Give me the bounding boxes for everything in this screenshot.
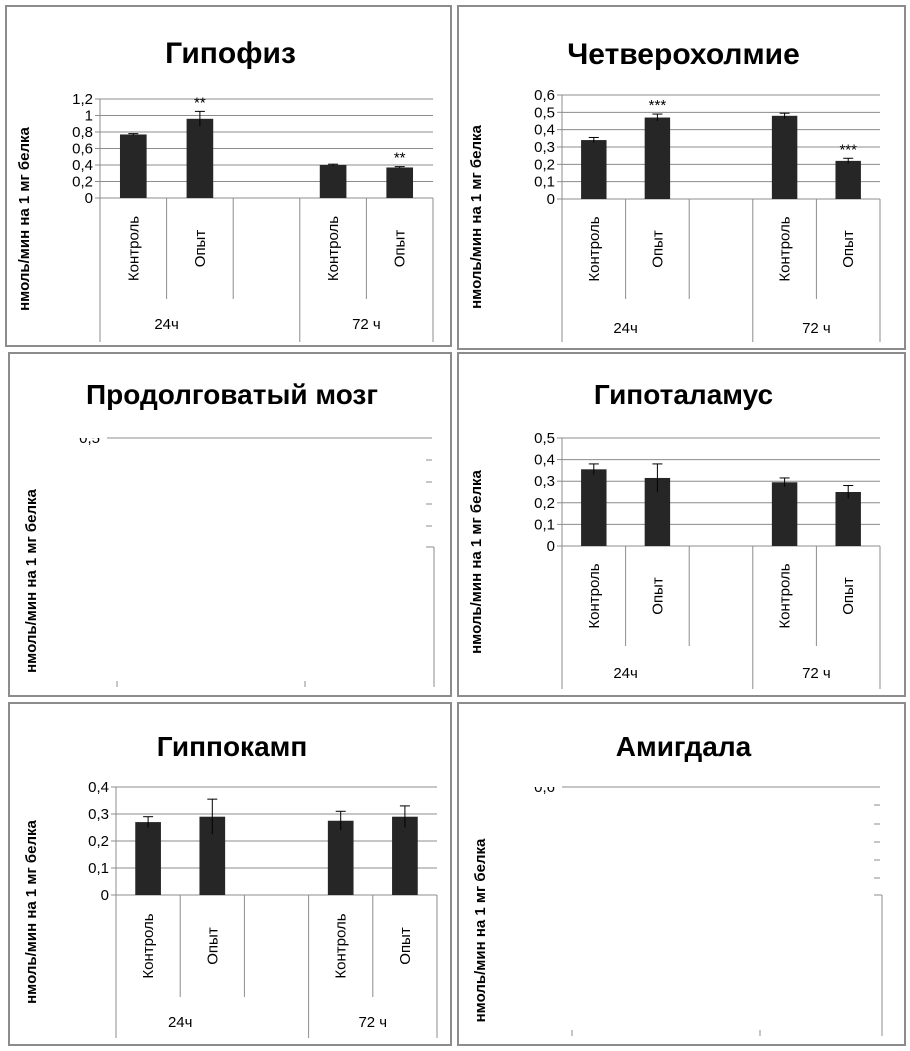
chart-title: Продолговатый мозг (86, 379, 378, 410)
x-group-label: 72 ч (352, 316, 381, 333)
x-category-label: Контроль (325, 216, 342, 281)
x-category-label: Опыт (649, 577, 666, 615)
chart-panel-chetverokholmie: Четверохолмие нмоль/мин на 1 мг белка 0 0,1… (457, 5, 906, 350)
y-tick-label: 0,1 (534, 516, 555, 533)
y-tick-label: 0,4 (534, 122, 555, 139)
y-tick-label: 0 (547, 191, 555, 208)
y-tick-label: 0,5 (79, 430, 100, 447)
chart-title: Амигдала (616, 731, 752, 762)
chart-panel-gippokamp: Гиппокамп нмоль/мин на 1 мг белка 0 0,1 0,2 0… (8, 702, 452, 1046)
y-tick-label: 0,4 (534, 452, 555, 469)
bar (771, 482, 798, 546)
chart-svg: Гипофиз нмоль/мин на 1 мг белка 00,20,40,6… (16, 37, 434, 342)
x-category-label: Контроль (140, 913, 157, 978)
y-tick-label: 0,6 (534, 779, 555, 796)
x-group-label: 24ч (613, 320, 638, 337)
x-group-label: 24ч (154, 316, 179, 333)
x-category-label: Контроль (333, 913, 350, 978)
y-tick-label: 0,6 (72, 141, 93, 158)
x-category-label: Опыт (204, 927, 221, 965)
y-tick-label: 0,1 (88, 860, 109, 877)
y-tick-label: 0,1 (534, 174, 555, 191)
y-axis-label: нмоль/мин на 1 мг белка (23, 819, 40, 1003)
y-tick-label: 0,3 (534, 473, 555, 490)
y-tick-label: 0,6 (534, 87, 555, 104)
significance-label: *** (649, 97, 667, 114)
y-tick-label: 0,5 (534, 104, 555, 121)
y-tick-label: 0,2 (534, 156, 555, 173)
x-group-label: 72 ч (802, 320, 831, 337)
y-axis-label: нмоль/мин на 1 мг белка (472, 838, 489, 1022)
x-group-label: 72 ч (802, 665, 831, 682)
y-tick-label: 0,4 (88, 779, 109, 796)
x-category-label: Опыт (192, 230, 209, 268)
y-axis-label: нмоль/мин на 1 мг белка (468, 469, 485, 653)
bar (771, 115, 798, 199)
bar (119, 134, 147, 198)
chart-title: Четверохолмие (567, 38, 800, 71)
x-category-label: Опыт (840, 230, 857, 268)
x-category-label: Опыт (840, 577, 857, 615)
y-axis-label: нмоль/мин на 1 мг белка (23, 488, 40, 672)
x-category-label: Контроль (777, 216, 794, 281)
y-tick-label: 0 (547, 538, 555, 555)
y-tick-label: 0,2 (72, 174, 93, 191)
y-tick-label: 0 (85, 190, 93, 207)
bar (327, 820, 354, 895)
chart-svg: Гиппокамп нмоль/мин на 1 мг белка 0 0,1 0,2 0… (23, 731, 438, 1038)
x-category-label: Контроль (125, 216, 142, 281)
x-category-label: Контроль (586, 563, 603, 628)
y-tick-label: 0,2 (88, 833, 109, 850)
chart-svg: Продолговатый мозг нмоль/мин на 1 мг белк… (23, 379, 435, 687)
y-tick-label: 0,3 (88, 806, 109, 823)
significance-label: *** (839, 141, 857, 158)
bar (135, 822, 161, 895)
y-tick-label: 0,2 (534, 495, 555, 512)
x-group-label: 24ч (613, 665, 638, 682)
y-tick-label: 0,5 (534, 430, 555, 447)
bar (319, 165, 347, 198)
bar (386, 167, 414, 198)
bar (186, 118, 214, 198)
chart-panel-amigdala: Амигдала нмоль/мин на 1 мг белка 0,6 (457, 702, 906, 1046)
chart-svg: Гипоталамус нмоль/мин на 1 мг белка 0 0,1 0,… (468, 379, 881, 689)
x-category-label: Контроль (777, 563, 794, 628)
y-tick-label: 0,4 (72, 157, 93, 174)
x-category-label: Контроль (586, 216, 603, 281)
chart-title: Гиппокамп (157, 731, 308, 762)
y-tick-label: 0,8 (72, 124, 93, 141)
y-tick-label: 1,2 (72, 91, 93, 108)
bar (392, 816, 418, 895)
x-group-label: 72 ч (358, 1014, 387, 1031)
chart-title: Гипофиз (165, 37, 296, 70)
y-tick-label: 0,3 (534, 139, 555, 156)
x-category-label: Опыт (392, 230, 409, 268)
chart-title: Гипоталамус (594, 379, 773, 410)
chart-panel-gipotalamus: Гипоталамус нмоль/мин на 1 мг белка 0 0,1 0,… (457, 352, 906, 697)
y-tick-label: 1 (85, 108, 93, 125)
y-tick-label: 0 (101, 887, 109, 904)
bar (581, 469, 607, 546)
y-axis-label: нмоль/мин на 1 мг белка (468, 124, 485, 308)
significance-label: ** (394, 150, 406, 167)
bar (835, 160, 861, 199)
bar (835, 492, 861, 546)
bar (644, 117, 671, 199)
y-axis-label: нмоль/мин на 1 мг белка (16, 126, 33, 310)
significance-label: ** (194, 94, 206, 111)
chart-svg: Четверохолмие нмоль/мин на 1 мг белка 00,1… (468, 38, 881, 342)
chart-panel-prodolgovatyi-mozg: Продолговатый мозг нмоль/мин на 1 мг белк… (8, 352, 452, 697)
x-category-label: Опыт (397, 927, 414, 965)
chart-svg: Амигдала нмоль/мин на 1 мг белка 0,6 (472, 731, 883, 1036)
x-group-label: 24ч (168, 1014, 193, 1031)
bar (581, 140, 607, 199)
x-category-label: Опыт (649, 230, 666, 268)
chart-panel-gipofiz: Гипофиз нмоль/мин на 1 мг белка 0 0,2 0,4 0,6… (5, 5, 452, 347)
